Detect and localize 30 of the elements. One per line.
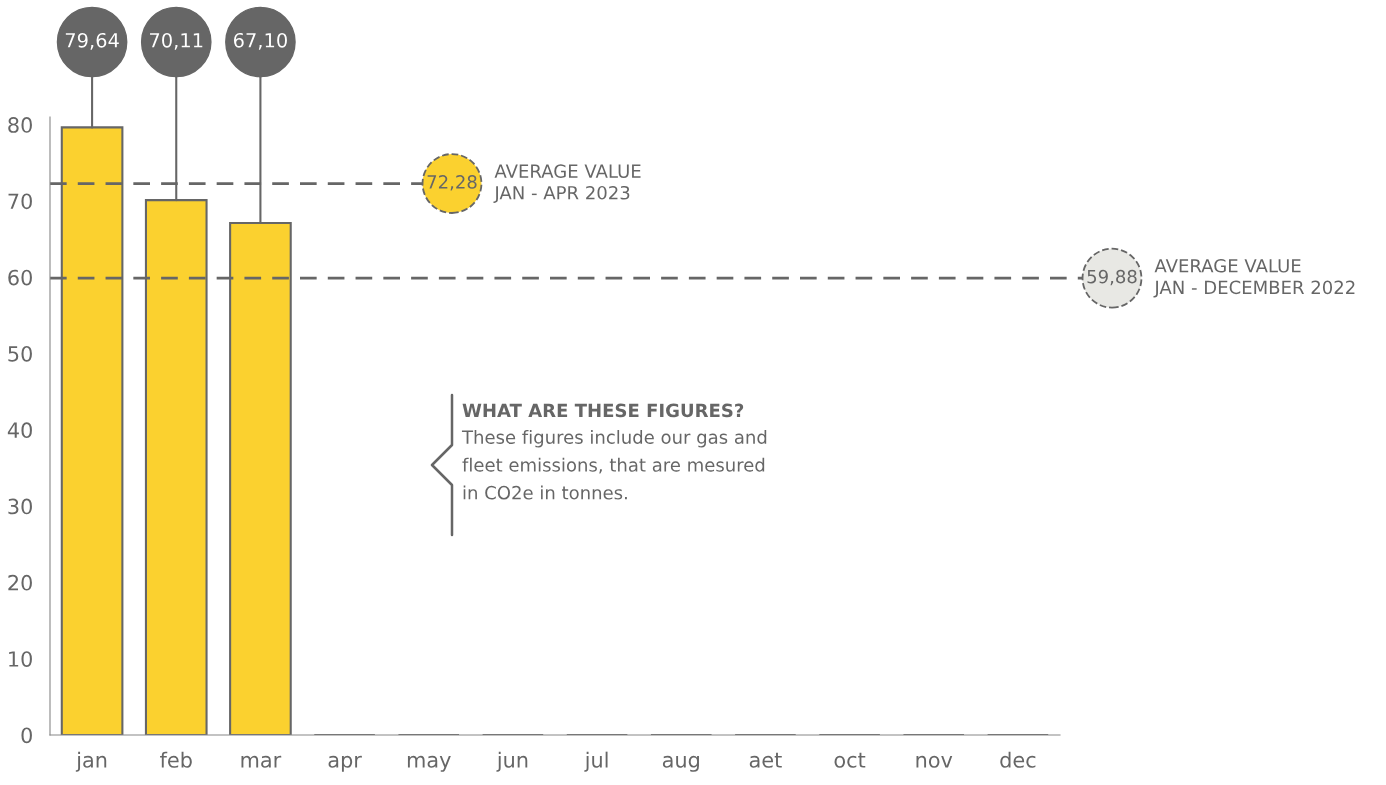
- y-tick-label: 40: [7, 422, 32, 439]
- data-label: 79,64: [65, 32, 119, 50]
- y-tick-label: 0: [21, 727, 32, 744]
- y-tick-label: 20: [8, 574, 32, 591]
- x-tick-label: mar: [241, 755, 282, 768]
- x-tick-label: aug: [662, 755, 699, 772]
- x-tick-label: feb: [160, 751, 192, 768]
- y-tick-label: 30: [8, 498, 32, 515]
- x-tick-label: aet: [749, 752, 782, 768]
- data-label: 67,10: [233, 32, 287, 50]
- y-tick-label: 60: [8, 269, 32, 286]
- annotation: WHAT ARE THESE FIGURES?: [462, 403, 744, 418]
- annotation: AVERAGE VALUE JAN - APR 2023: [493, 164, 641, 203]
- ref-line-label: 59,88: [1087, 269, 1137, 286]
- x-tick-label: jun: [496, 751, 528, 772]
- x-tick-label: jul: [584, 751, 608, 772]
- y-tick-label: 70: [8, 193, 32, 210]
- x-tick-label: may: [407, 755, 451, 772]
- y-tick-label: 50: [8, 345, 32, 362]
- x-tick-label: jan: [75, 751, 107, 772]
- x-tick-label: oct: [834, 752, 866, 768]
- x-tick-label: apr: [328, 755, 362, 772]
- x-tick-label: dec: [1000, 751, 1036, 768]
- annotation: These figures include our gas and fleet emissions, that are mesured in CO2e in tonnes.: [461, 430, 767, 500]
- data-label: 70,11: [150, 32, 203, 50]
- y-tick-label: 80: [8, 117, 32, 133]
- text: AVERAGE VALUE JAN - DECEMBER 2022: [1153, 258, 1355, 298]
- y-tick-label: 10: [9, 651, 32, 667]
- x-tick-label: nov: [916, 755, 953, 768]
- ref-line-label: 72,28: [427, 175, 477, 191]
